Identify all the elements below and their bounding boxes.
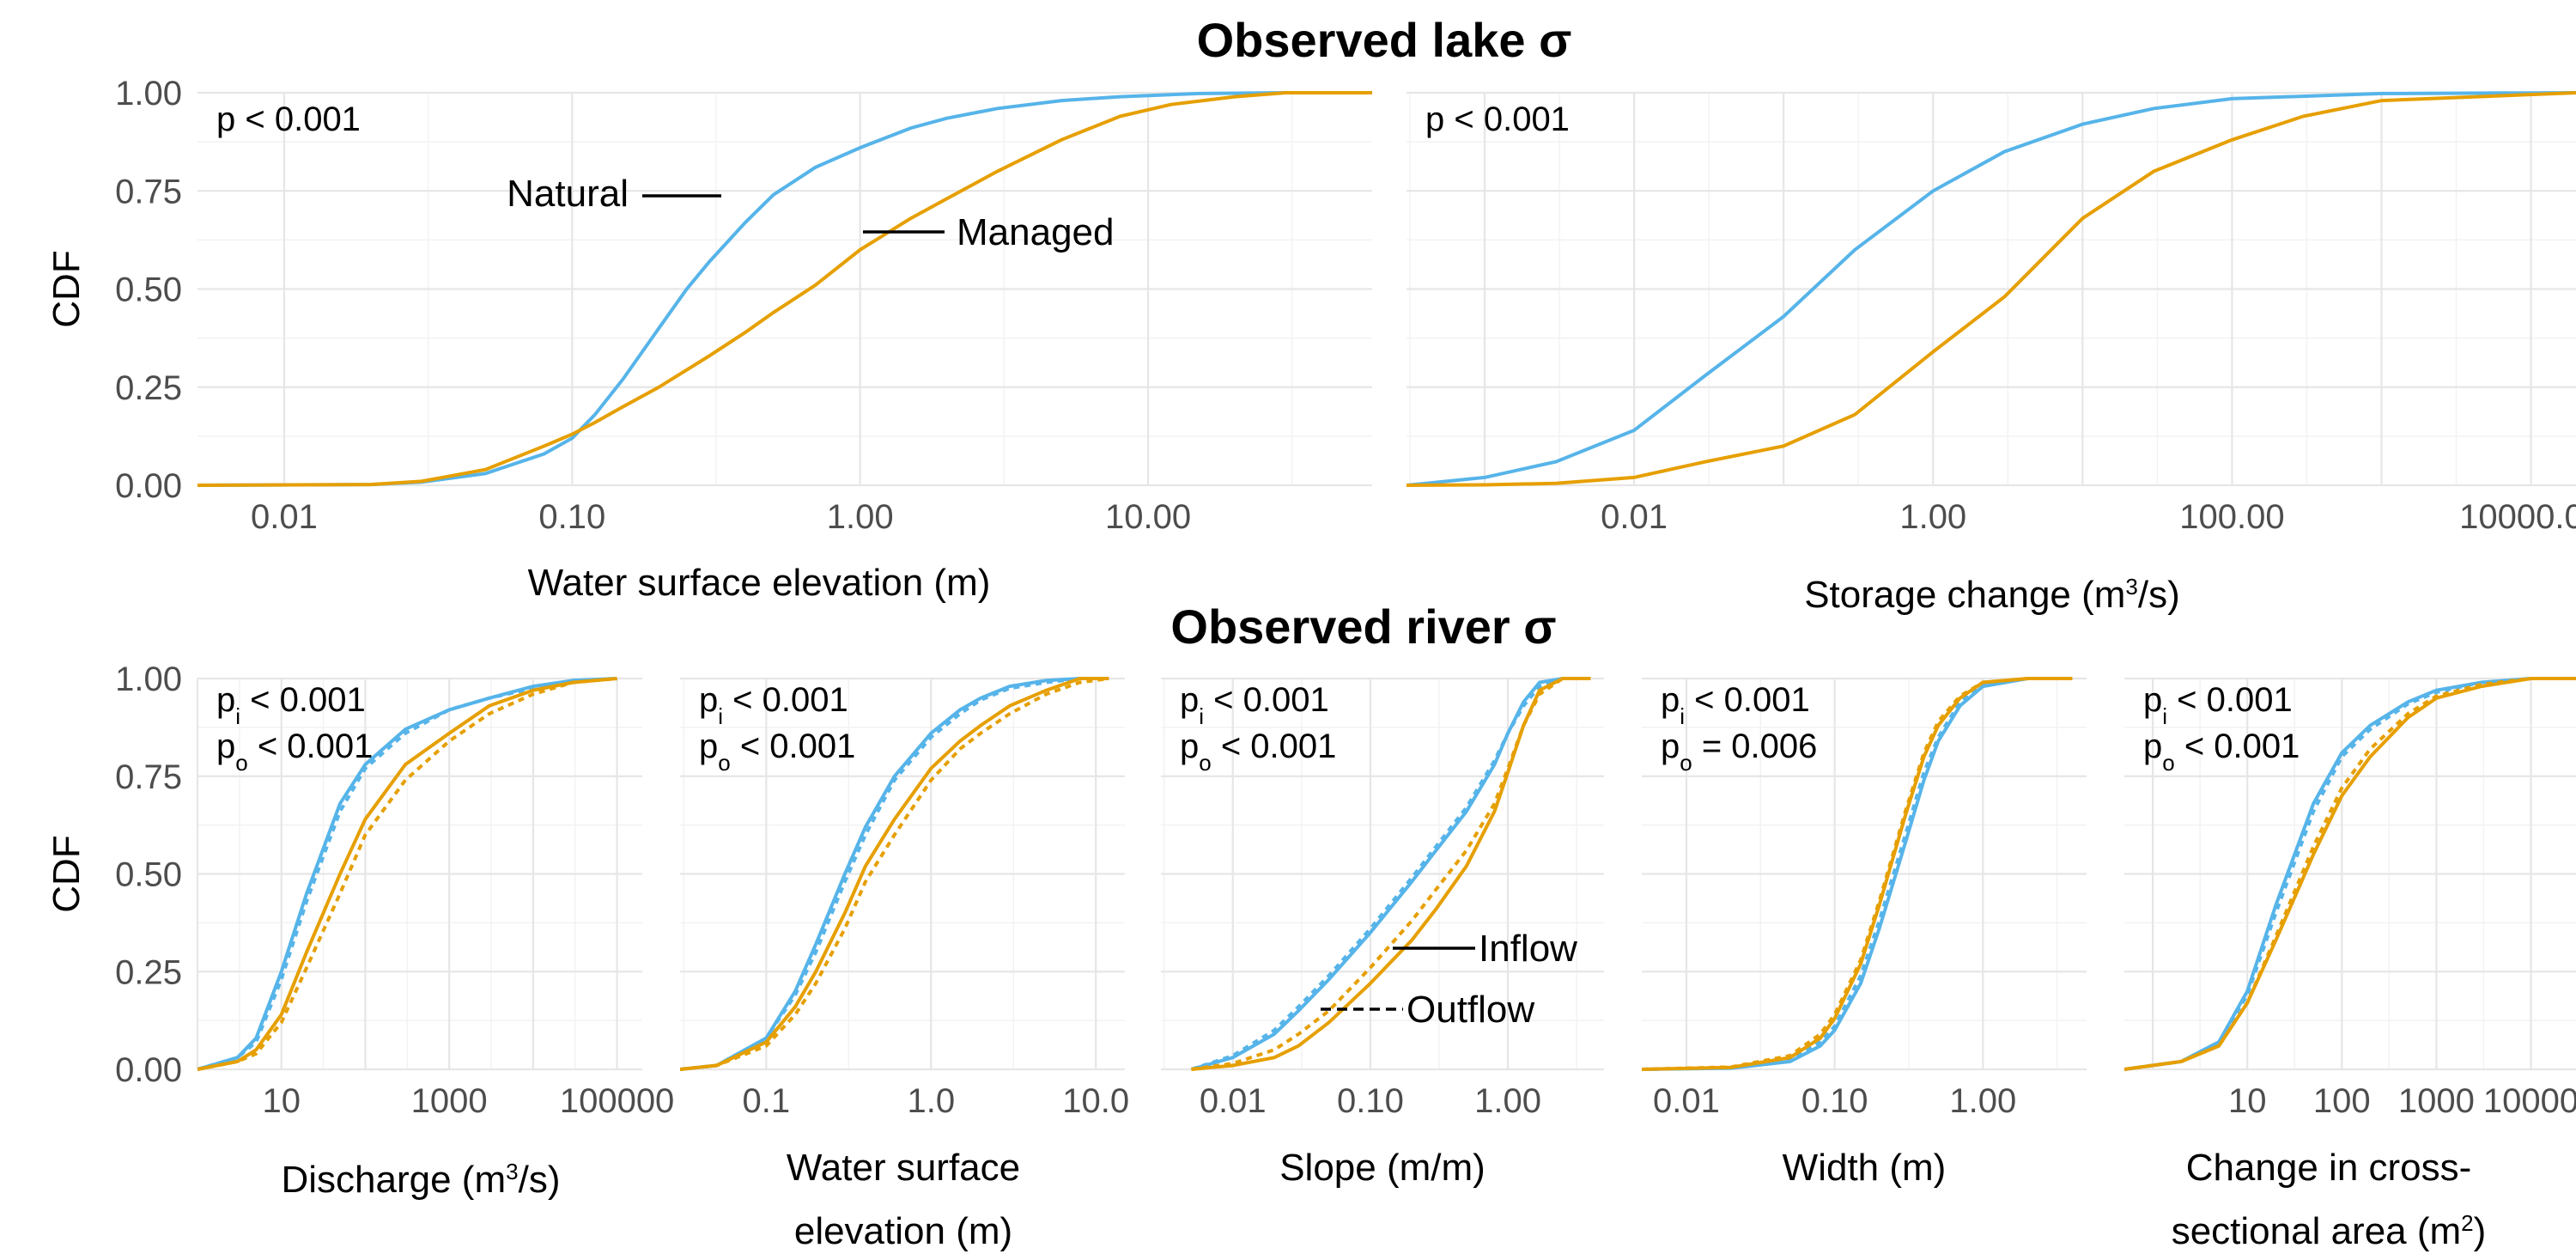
x-axis-label-line-1: Change in cross- [2186,1147,2472,1189]
p-value-label: po < 0.001 [216,727,373,776]
y-tick-label: 1.00 [115,660,182,698]
panels-layer: 0.01 0.10 1.00 10.00 0.00 0.25 0.50 0.75 1.00 CDF… [46,75,2576,1252]
series-managed-outflow-line [1642,677,2073,1071]
x-tick-label: 100.00 [2179,498,2284,536]
y-tick-label: 0.00 [115,1051,182,1089]
x-tick-label: 1.0 [907,1082,955,1120]
series-natural-line [197,91,1372,487]
x-axis-label: Slope (m/m) [1279,1147,1485,1189]
natural-annotation-label: Natural [507,173,629,215]
series-natural-outflow-line [1190,677,1591,1071]
x-tick-label: 0.10 [538,498,605,536]
y-tick-label: 1.00 [115,75,182,113]
x-tick-label: 100000 [560,1082,674,1120]
inflow-annotation-label: Inflow [1479,928,1577,970]
y-axis-label: CDF [46,250,88,327]
series-managed-line [1406,91,2576,487]
x-axis-label: Water surface elevation (m) [528,562,991,604]
outflow-annotation-label: Outflow [1406,989,1534,1031]
p-value-label: po < 0.001 [699,727,855,776]
y-tick-label: 0.75 [115,758,182,796]
x-tick-label: 100 [2313,1082,2371,1120]
y-tick-label: 0.75 [115,173,182,210]
x-tick-label: 10000.00 [2459,498,2576,536]
x-tick-label: 0.10 [1337,1082,1404,1120]
series-managed-outflow-line [680,677,1109,1071]
x-tick-label: 1.00 [1949,1082,2016,1120]
x-tick-label: 0.01 [1653,1082,1720,1120]
p-value-label: pi < 0.001 [1661,681,1810,729]
x-tick-label: 1000 [2398,1082,2475,1120]
series-natural-outflow-line [197,677,617,1071]
p-value-label: pi < 0.001 [2143,681,2293,729]
y-tick-label: 0.50 [115,856,182,894]
x-tick-label: 1.00 [1474,1082,1541,1120]
x-axis-label-line-1: Water surface [787,1147,1020,1189]
p-value-label: p < 0.001 [1425,100,1570,138]
panel-lake_storage: 0.01 1.00 100.00 10000.00 p < 0.001 Storage c… [1406,91,2576,616]
x-tick-label: 10000 [2483,1082,2576,1120]
series-natural-inflow-line [1190,677,1591,1071]
river-section-title: Observed river σ [1170,600,1556,654]
p-value-label: pi < 0.001 [216,681,366,729]
p-value-label: pi < 0.001 [699,681,848,729]
series-managed-outflow-line [1191,677,1591,1071]
x-tick-label: 10 [2228,1082,2267,1120]
p-value-label: p < 0.001 [216,100,361,138]
series-managed-outflow-line [2124,677,2576,1071]
series-managed-inflow-line [680,677,1109,1071]
y-tick-label: 0.25 [115,369,182,407]
p-value-label: po = 0.006 [1661,727,1817,776]
x-tick-label: 1.00 [1899,498,1966,536]
y-tick-label: 0.25 [115,953,182,991]
series-managed-inflow-line [197,677,617,1071]
lake-section-title: Observed lake σ [1197,13,1572,67]
x-tick-label: 0.01 [1200,1082,1267,1120]
x-tick-label: 0.01 [251,498,318,536]
panel-river_discharge: 10 1000 100000 0.00 0.25 0.50 0.75 1.00 CDF pi < … [46,660,674,1201]
series-managed-outflow-line [197,677,617,1071]
x-tick-label: 0.10 [1801,1082,1868,1120]
series-managed-inflow-line [1642,677,2073,1071]
p-value-label: po < 0.001 [1180,727,1336,776]
p-value-label: po < 0.001 [2143,727,2300,776]
series-natural-outflow-line [680,677,1109,1071]
x-tick-label: 10.0 [1062,1082,1129,1120]
series-natural-inflow-line [1642,677,2073,1071]
managed-annotation-label: Managed [957,211,1114,253]
x-axis-label-line-2: elevation (m) [794,1210,1012,1252]
y-tick-label: 0.50 [115,271,182,309]
x-axis-label-line-2: sectional area (m2) [2172,1210,2487,1252]
p-value-label: pi < 0.001 [1180,681,1329,729]
y-axis-label: CDF [46,835,88,912]
series-natural-line [1406,91,2576,487]
x-tick-label: 0.01 [1601,498,1668,536]
series-natural-outflow-line [2124,677,2576,1071]
x-tick-label: 10 [262,1082,301,1120]
y-tick-label: 0.00 [115,467,182,505]
x-axis-label: Storage change (m3/s) [1804,574,2180,616]
x-tick-label: 10.00 [1105,498,1191,536]
x-tick-label: 1.00 [827,498,894,536]
x-tick-label: 1000 [411,1082,488,1120]
x-tick-label: 0.1 [743,1082,791,1120]
panel-lake_wse: 0.01 0.10 1.00 10.00 0.00 0.25 0.50 0.75 1.00 CDF… [46,75,1372,604]
x-axis-label: Width (m) [1783,1147,1947,1189]
series-managed-line [197,91,1372,487]
x-axis-label: Discharge (m3/s) [282,1159,561,1201]
series-managed-inflow-line [2124,677,2576,1071]
